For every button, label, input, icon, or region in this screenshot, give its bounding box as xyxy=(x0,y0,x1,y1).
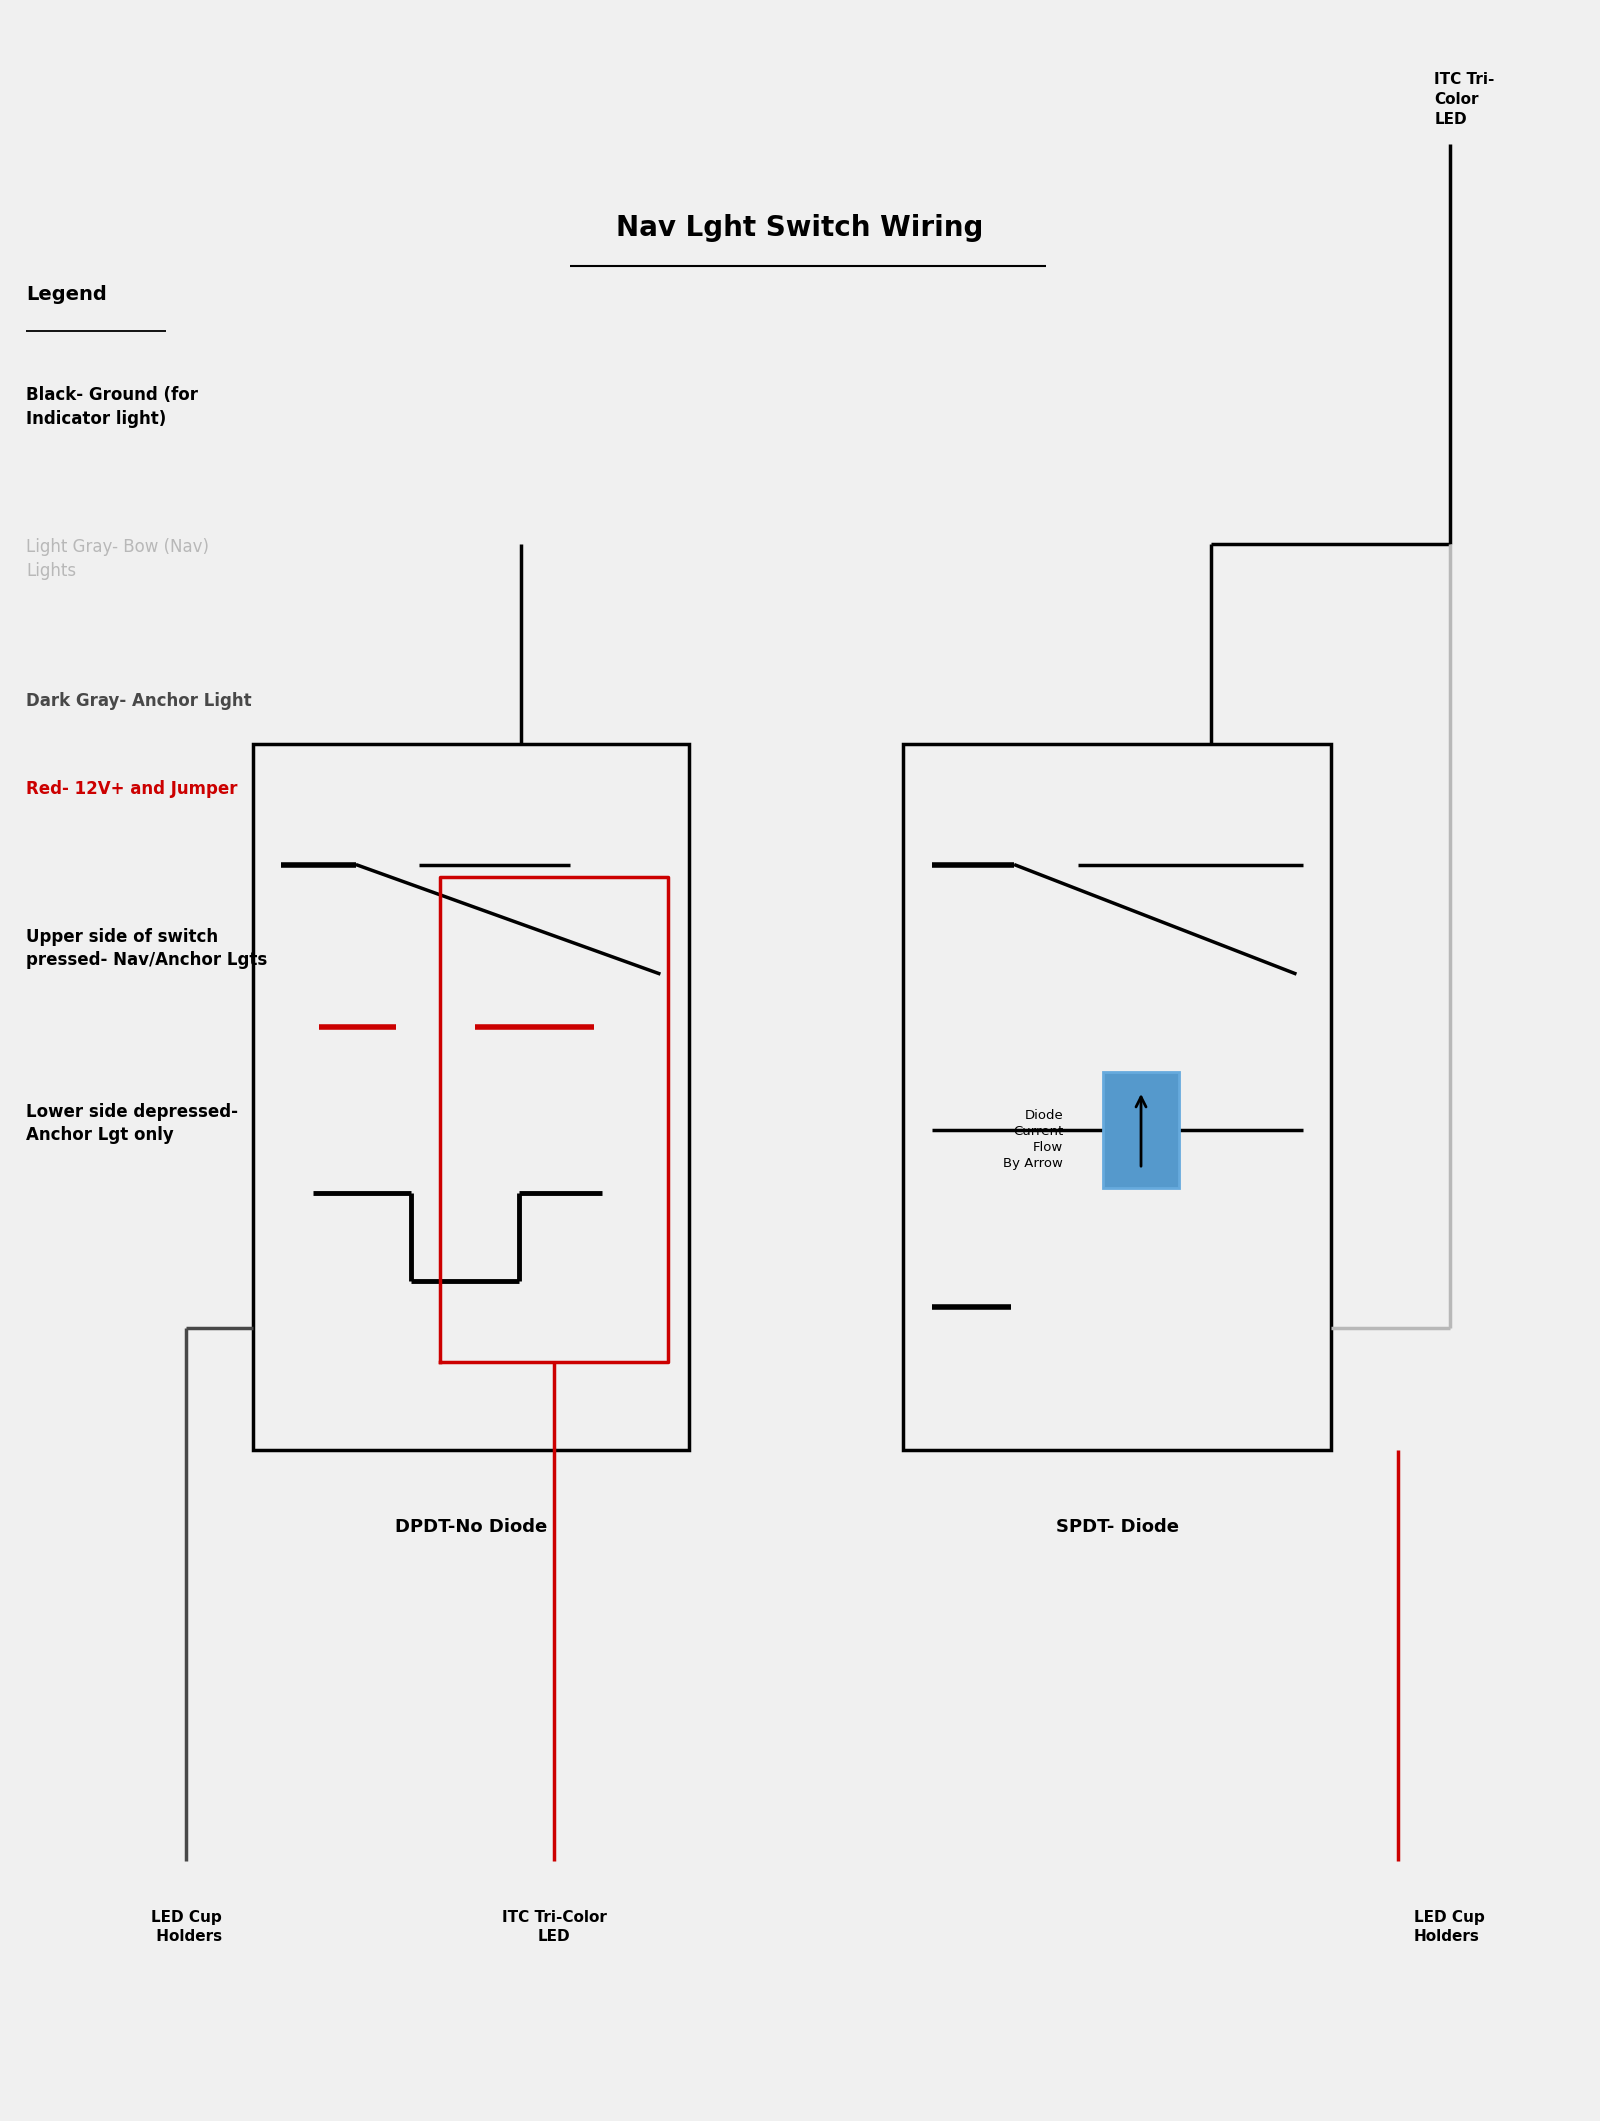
Text: Nav Lght Switch Wiring: Nav Lght Switch Wiring xyxy=(616,214,984,242)
Bar xyxy=(1102,1071,1179,1188)
Text: LED Cup
Holders: LED Cup Holders xyxy=(1414,1909,1485,1945)
Text: Black- Ground (for
Indicator light): Black- Ground (for Indicator light) xyxy=(26,386,198,428)
Bar xyxy=(253,744,690,1451)
Text: Red- 12V+ and Jumper: Red- 12V+ and Jumper xyxy=(26,781,237,797)
Text: Upper side of switch
pressed- Nav/Anchor Lgts: Upper side of switch pressed- Nav/Anchor… xyxy=(26,927,267,969)
Text: ITC Tri-
Color
LED: ITC Tri- Color LED xyxy=(1435,72,1494,127)
Text: Diode
Current
Flow
By Arrow: Diode Current Flow By Arrow xyxy=(1003,1109,1064,1171)
Text: Light Gray- Bow (Nav)
Lights: Light Gray- Bow (Nav) Lights xyxy=(26,539,210,579)
Text: DPDT-No Diode: DPDT-No Diode xyxy=(395,1519,547,1536)
Text: Lower side depressed-
Anchor Lgt only: Lower side depressed- Anchor Lgt only xyxy=(26,1103,238,1143)
Bar xyxy=(902,744,1331,1451)
Text: SPDT- Diode: SPDT- Diode xyxy=(1056,1519,1179,1536)
Text: ITC Tri-Color
LED: ITC Tri-Color LED xyxy=(502,1909,606,1945)
Text: Dark Gray- Anchor Light: Dark Gray- Anchor Light xyxy=(26,691,251,711)
Text: Legend: Legend xyxy=(26,284,107,303)
Text: LED Cup
 Holders: LED Cup Holders xyxy=(150,1909,222,1945)
